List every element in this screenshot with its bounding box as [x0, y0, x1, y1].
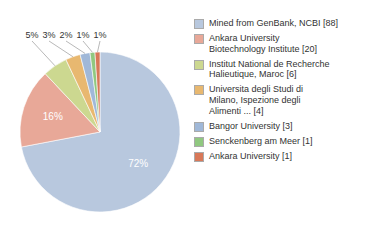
html-text:Ankara University [1]: Ankara University [1]	[209, 150, 292, 161]
html-text:Mined from GenBank, NCBI [88]: Mined from GenBank, NCBI [88]	[209, 18, 339, 28]
svg-text:3%: 3%	[42, 30, 55, 40]
svg-text:72%: 72%	[128, 158, 148, 169]
svg-text:16%: 16%	[43, 111, 63, 122]
html-text:Bangor University [3]: Bangor University [3]	[209, 120, 293, 131]
svg-text:5%: 5%	[25, 30, 38, 40]
svg-text:2%: 2%	[59, 30, 72, 40]
html-text:Ankara University Biotechnolog: Ankara University Biotechnology Institut…	[209, 33, 318, 54]
svg-text:1%: 1%	[76, 30, 89, 40]
html-text:Universita degli Studi di Mila: Universita degli Studi di Milano, Ispezi…	[209, 84, 304, 116]
svg-text:1%: 1%	[93, 30, 106, 40]
html-text:Senckenberg am Meer [1]: Senckenberg am Meer [1]	[209, 135, 313, 146]
html-text:Institut National de Recherche: Institut National de Recherche Halieutiq…	[209, 58, 330, 80]
